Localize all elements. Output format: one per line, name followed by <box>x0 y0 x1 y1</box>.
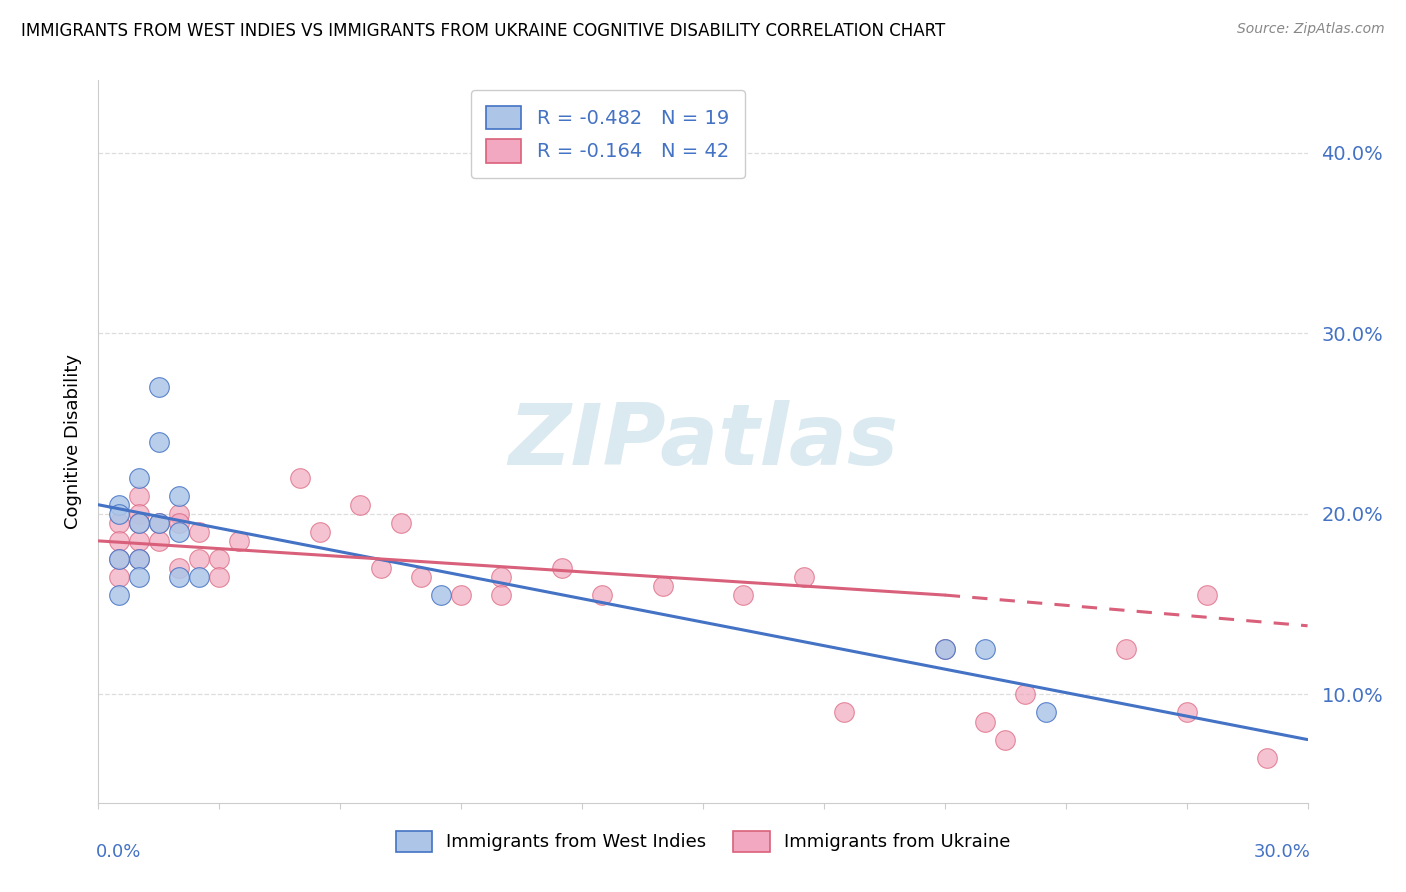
Point <box>288 471 311 485</box>
Point <box>188 552 211 566</box>
Point <box>167 516 190 530</box>
Point <box>491 570 513 584</box>
Point <box>128 489 150 503</box>
Point <box>591 588 613 602</box>
Point <box>1035 706 1057 720</box>
Point <box>651 579 673 593</box>
Point <box>128 570 150 584</box>
Point <box>128 516 150 530</box>
Point <box>974 642 997 657</box>
Point <box>1014 687 1036 701</box>
Point <box>128 533 150 548</box>
Point <box>107 516 129 530</box>
Point <box>430 588 453 602</box>
Point <box>107 570 129 584</box>
Point <box>148 533 170 548</box>
Point <box>1175 706 1198 720</box>
Point <box>491 588 513 602</box>
Text: ZIPatlas: ZIPatlas <box>508 400 898 483</box>
Point <box>409 570 432 584</box>
Point <box>148 380 170 394</box>
Point <box>167 524 190 539</box>
Point <box>128 471 150 485</box>
Text: 30.0%: 30.0% <box>1254 843 1310 861</box>
Point <box>167 570 190 584</box>
Point <box>228 533 250 548</box>
Text: Source: ZipAtlas.com: Source: ZipAtlas.com <box>1237 22 1385 37</box>
Point <box>107 552 129 566</box>
Point <box>1256 750 1278 764</box>
Point <box>107 507 129 521</box>
Point <box>994 732 1017 747</box>
Point <box>370 561 392 575</box>
Point <box>167 507 190 521</box>
Point <box>128 507 150 521</box>
Point <box>450 588 472 602</box>
Point <box>208 552 231 566</box>
Point <box>167 489 190 503</box>
Point <box>208 570 231 584</box>
Point <box>167 561 190 575</box>
Point <box>107 533 129 548</box>
Point <box>974 714 997 729</box>
Point <box>832 706 855 720</box>
Point <box>107 498 129 512</box>
Point <box>148 516 170 530</box>
Point <box>107 552 129 566</box>
Point <box>107 588 129 602</box>
Point <box>934 642 956 657</box>
Legend: Immigrants from West Indies, Immigrants from Ukraine: Immigrants from West Indies, Immigrants … <box>388 823 1018 859</box>
Point <box>551 561 574 575</box>
Point <box>128 516 150 530</box>
Point <box>1115 642 1137 657</box>
Point <box>793 570 815 584</box>
Point <box>128 552 150 566</box>
Point <box>1195 588 1218 602</box>
Text: 0.0%: 0.0% <box>96 843 141 861</box>
Point <box>349 498 371 512</box>
Text: IMMIGRANTS FROM WEST INDIES VS IMMIGRANTS FROM UKRAINE COGNITIVE DISABILITY CORR: IMMIGRANTS FROM WEST INDIES VS IMMIGRANT… <box>21 22 945 40</box>
Point <box>128 552 150 566</box>
Point <box>389 516 412 530</box>
Point <box>733 588 755 602</box>
Y-axis label: Cognitive Disability: Cognitive Disability <box>63 354 82 529</box>
Point <box>309 524 332 539</box>
Point <box>188 524 211 539</box>
Point <box>148 516 170 530</box>
Point <box>148 434 170 449</box>
Point <box>188 570 211 584</box>
Point <box>934 642 956 657</box>
